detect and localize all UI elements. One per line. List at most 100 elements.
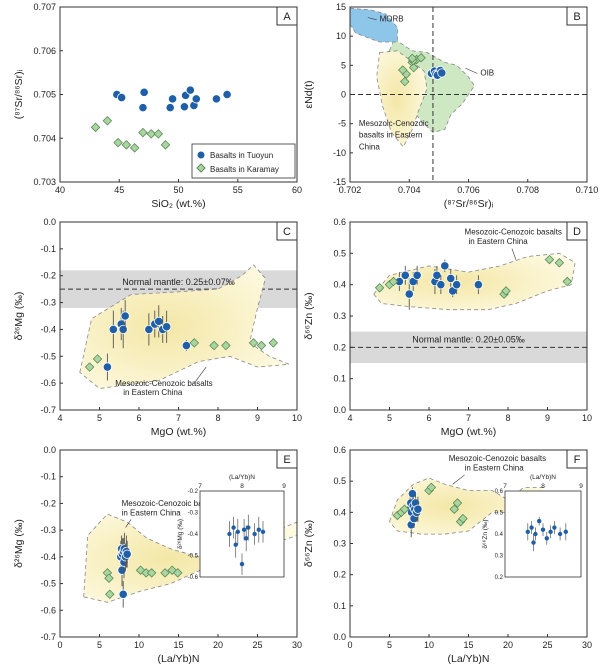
inset-x-tick-label: 9 bbox=[282, 483, 286, 490]
y-tick-label: -0.1 bbox=[40, 472, 56, 482]
inset-tuoyun-point bbox=[260, 529, 266, 535]
inset-x-tick-label: 9 bbox=[579, 483, 583, 490]
karamay-point bbox=[426, 482, 437, 493]
karamay-point bbox=[160, 568, 170, 578]
inset-tuoyun-point bbox=[227, 531, 232, 537]
karamay-point bbox=[209, 340, 219, 351]
y-tick-label: 0.4 bbox=[333, 507, 346, 517]
tuoyun-point bbox=[436, 280, 446, 290]
y-tick-label: 0.2 bbox=[333, 570, 346, 580]
x-axis-label: MgO (wt.%) bbox=[151, 426, 206, 438]
eastern-china-label-3: China bbox=[359, 142, 380, 151]
inset-y-tick-label: -0.6 bbox=[188, 575, 199, 581]
y-axis-label: δ⁶⁶Zn (‰) bbox=[303, 292, 315, 339]
x-tick-label: 60 bbox=[292, 185, 302, 195]
panel-letter-box bbox=[566, 6, 588, 26]
panel-letter: F bbox=[574, 454, 581, 466]
inset-tuoyun-point bbox=[525, 529, 530, 535]
x-tick-label: 30 bbox=[292, 640, 302, 650]
eastern-china-label-2: in Eastern China bbox=[465, 463, 525, 472]
x-tick-label: 8 bbox=[215, 413, 220, 423]
x-axis-label: (La/Yb)N bbox=[157, 653, 199, 665]
panel-letter-box bbox=[276, 221, 298, 241]
x-tick-label: 9 bbox=[545, 413, 550, 423]
y-tick-label: 0.706 bbox=[33, 46, 56, 56]
y-tick-label: 0.6 bbox=[333, 217, 346, 227]
y-tick-label: 0.0 bbox=[43, 217, 56, 227]
inset-tuoyun-point bbox=[246, 525, 251, 530]
tuoyun-point bbox=[211, 94, 222, 104]
x-tick-label: 45 bbox=[114, 185, 124, 195]
inset-y-tick-label: 0.2 bbox=[495, 575, 504, 581]
karamay-point bbox=[388, 276, 399, 287]
karamay-point bbox=[129, 143, 140, 153]
y-axis-label: εNd(t) bbox=[303, 80, 315, 108]
karamay-point bbox=[501, 286, 511, 296]
tuoyun-point bbox=[144, 324, 154, 335]
x-tick-label: 0 bbox=[347, 640, 352, 650]
morb-label: MORB bbox=[380, 15, 404, 24]
tuoyun-point bbox=[179, 102, 190, 112]
y-tick-label: -0.3 bbox=[40, 525, 56, 535]
tuoyun-point bbox=[404, 289, 414, 299]
x-tick-label: 10 bbox=[582, 413, 592, 423]
inset-tuoyun-point bbox=[563, 529, 568, 535]
x-tick-label: 6 bbox=[136, 413, 141, 423]
inset-tuoyun-point bbox=[533, 531, 538, 537]
y-tick-label: 0.6 bbox=[333, 445, 346, 455]
inset-x-tick-label: 8 bbox=[240, 483, 244, 490]
panel-b: 0.702 0.704 0.706 0.708 0.710 -15 -10 -5 0 5 10 15 (… bbox=[303, 2, 598, 210]
x-tick-label: 9 bbox=[255, 413, 260, 423]
panel-letter-box bbox=[276, 449, 298, 469]
inset-y-tick-label: -0.4 bbox=[188, 532, 199, 538]
panel-letter: B bbox=[573, 11, 580, 23]
x-axis-label: SiO₂ (wt.%) bbox=[151, 198, 205, 210]
inset-tuoyun-point bbox=[529, 525, 534, 530]
karamay-point bbox=[121, 140, 132, 150]
x-axis-label: (⁸⁷Sr/⁸⁶Sr)ᵢ bbox=[444, 198, 494, 210]
legend-tuoyun-marker bbox=[197, 151, 205, 159]
y-tick-label: -0.5 bbox=[40, 351, 56, 361]
karamay-point bbox=[153, 129, 164, 139]
karamay-point bbox=[189, 338, 200, 348]
y-tick-label: -5 bbox=[338, 119, 346, 129]
tuoyun-point bbox=[118, 589, 128, 599]
x-tick-label: 0 bbox=[57, 640, 62, 650]
panel-letter-box bbox=[276, 6, 298, 26]
inset-x-axis-label: (La/Yb)N bbox=[229, 474, 255, 481]
y-tick-label: 0.707 bbox=[33, 2, 56, 12]
karamay-point bbox=[92, 354, 103, 364]
y-tick-label: 0.704 bbox=[33, 133, 56, 143]
tuoyun-point bbox=[413, 504, 423, 514]
inset-tuoyun-point bbox=[540, 527, 546, 532]
x-tick-label: 0.704 bbox=[398, 185, 421, 195]
panel-letter-box bbox=[566, 449, 588, 469]
panel-letter: C bbox=[283, 226, 291, 238]
y-tick-label: 10 bbox=[336, 31, 346, 41]
karamay-point bbox=[160, 140, 171, 150]
x-tick-label: 7 bbox=[176, 413, 181, 423]
tuoyun-point bbox=[102, 362, 113, 372]
y-tick-label: -15 bbox=[333, 177, 346, 187]
inset-x-tick-label: 7 bbox=[198, 483, 202, 490]
y-tick-label: -0.6 bbox=[40, 605, 56, 615]
tuoyun-point bbox=[446, 273, 456, 283]
x-axis-label: MgO (wt.%) bbox=[441, 426, 496, 438]
tuoyun-point bbox=[117, 92, 127, 103]
y-tick-label: 0.5 bbox=[333, 476, 346, 486]
panel-a: 40 45 50 55 60 0.703 0.704 0.705 0.706 0.707 SiO₂ … bbox=[13, 2, 302, 210]
morb-field bbox=[349, 7, 398, 43]
x-tick-label: 10 bbox=[134, 640, 144, 650]
x-tick-label: 10 bbox=[292, 413, 302, 423]
tuoyun-point bbox=[222, 89, 232, 100]
tuoyun-point bbox=[412, 270, 422, 280]
inset-y-tick-label: -0.3 bbox=[188, 511, 199, 517]
karamay-point bbox=[248, 338, 259, 348]
tuoyun-point bbox=[473, 280, 483, 290]
oib-leader bbox=[465, 67, 478, 74]
tuoyun-point bbox=[165, 103, 175, 113]
y-tick-label: 0.1 bbox=[333, 374, 346, 384]
x-tick-label: 0.702 bbox=[339, 185, 362, 195]
karamay-point bbox=[452, 498, 463, 508]
panel-letter: D bbox=[573, 226, 581, 238]
